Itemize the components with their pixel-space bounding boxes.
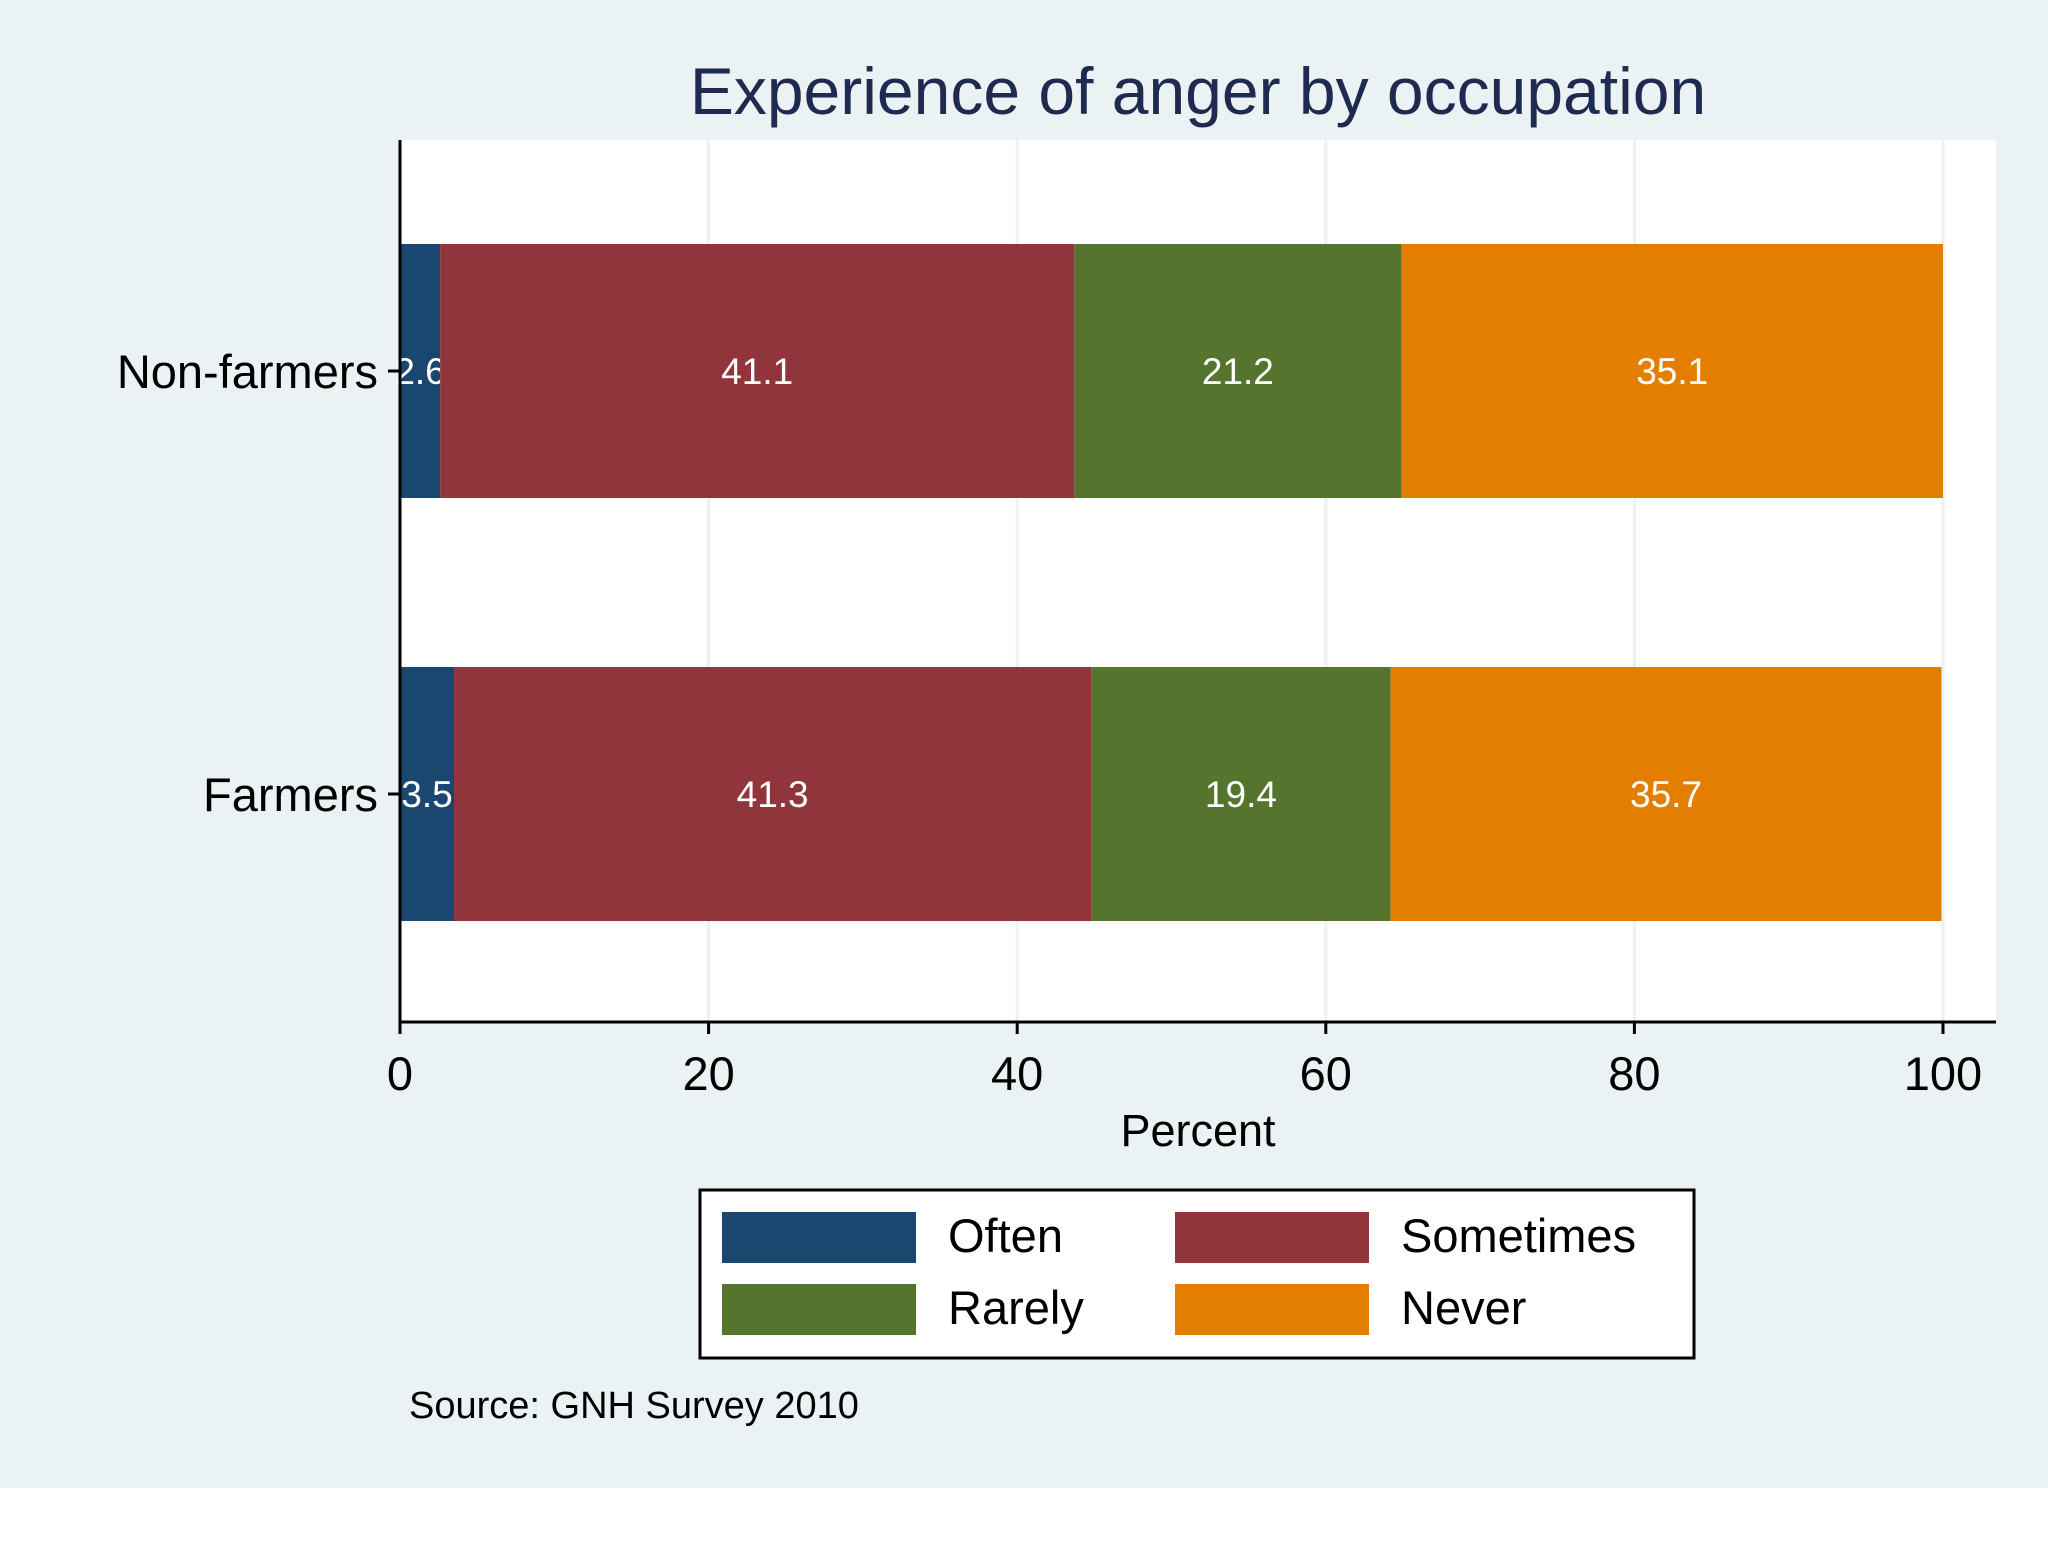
data-label-non-farmers-sometimes: 41.1 xyxy=(721,351,793,392)
legend: Often Sometimes Rarely Never xyxy=(698,1188,1696,1360)
x-tick-label-0: 0 xyxy=(387,1047,413,1100)
data-label-farmers-sometimes: 41.3 xyxy=(737,774,809,815)
bar-farmers-often xyxy=(400,667,455,921)
legend-label-sometimes: Sometimes xyxy=(1401,1209,1636,1262)
x-tick-label-40: 40 xyxy=(991,1047,1043,1100)
bar-non-farmers-sometimes xyxy=(440,244,1075,498)
legend-label-never: Never xyxy=(1401,1281,1526,1334)
source-note: Source: GNH Survey 2010 xyxy=(409,1385,859,1427)
bar-farmers-never xyxy=(1390,667,1942,921)
x-tick-label-100: 100 xyxy=(1904,1047,1982,1100)
legend-swatch-rarely xyxy=(722,1284,916,1335)
chart-title: Experience of anger by occupation xyxy=(690,54,1706,128)
bar-non-farmers-rarely xyxy=(1074,244,1402,498)
axes: 0 20 40 60 80 100 Non-farmers Farmers xyxy=(117,140,1996,1100)
data-label-farmers-often: 3.5 xyxy=(401,774,452,815)
x-axis-label: Percent xyxy=(1120,1105,1276,1156)
data-label-non-farmers-rarely: 21.2 xyxy=(1202,351,1274,392)
legend-swatch-sometimes xyxy=(1175,1212,1369,1263)
data-label-farmers-rarely: 19.4 xyxy=(1205,774,1277,815)
bar-non-farmers-often xyxy=(400,244,441,498)
x-tick-label-60: 60 xyxy=(1300,1047,1352,1100)
data-label-farmers-never: 35.7 xyxy=(1630,774,1702,815)
data-label-non-farmers-never: 35.1 xyxy=(1636,351,1708,392)
bar-non-farmers-never xyxy=(1401,244,1943,498)
data-label-non-farmers-often: 2.6 xyxy=(394,351,445,392)
x-tick-label-80: 80 xyxy=(1608,1047,1660,1100)
bar-farmers-rarely xyxy=(1091,667,1391,921)
legend-label-rarely: Rarely xyxy=(948,1281,1084,1334)
y-category-label-non-farmers: Non-farmers xyxy=(117,345,378,398)
y-category-label-farmers: Farmers xyxy=(203,768,378,821)
x-tick-label-20: 20 xyxy=(682,1047,734,1100)
legend-swatch-often xyxy=(722,1212,916,1263)
bar-farmers-sometimes xyxy=(454,667,1092,921)
legend-label-often: Often xyxy=(948,1209,1063,1262)
bars: 2.6 41.1 21.2 35.1 3.5 41.3 19.4 35.7 xyxy=(394,244,1943,921)
legend-swatch-never xyxy=(1175,1284,1369,1335)
